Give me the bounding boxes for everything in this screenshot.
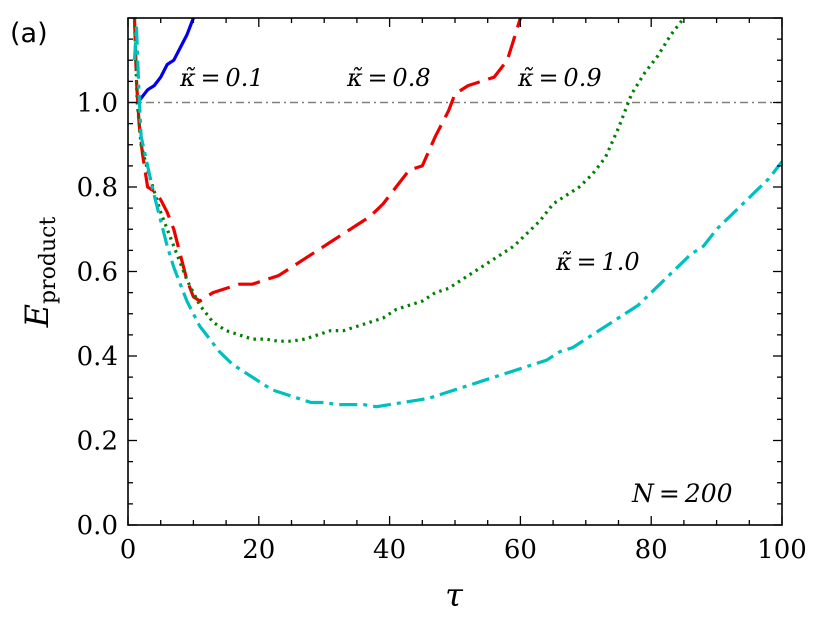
x-tick-label: 100: [757, 535, 807, 565]
svg-text:Eproduct: Eproduct: [18, 217, 61, 329]
annotation-n: N = 200: [631, 479, 733, 508]
ticks-group: [127, 17, 783, 526]
x-tick-label: 60: [504, 535, 537, 565]
y-axis-label-main: E: [18, 304, 56, 328]
series-line-3: [132, 24, 782, 409]
y-tick-label: 0.2: [77, 427, 118, 457]
label-kappa-0-9: κ̃ = 0.9: [517, 64, 602, 92]
series-line-1: [132, 18, 522, 303]
y-tick-label: 0.8: [77, 173, 118, 203]
x-tick-label: 20: [242, 535, 275, 565]
y-tick-label: 1.0: [77, 89, 118, 119]
series-line-2: [132, 18, 686, 343]
panel-label: (a): [10, 18, 48, 49]
series-line-0: [136, 18, 195, 104]
label-kappa-1-0: κ̃ = 1.0: [555, 248, 640, 276]
y-tick-label: 0.4: [77, 342, 118, 372]
x-tick-label: 0: [120, 535, 137, 565]
label-kappa-0-8: κ̃ = 0.8: [346, 64, 431, 92]
y-tick-label: 0.0: [77, 511, 118, 541]
y-axis-label: Eproduct: [18, 217, 61, 329]
label-kappa-0-1: κ̃ = 0.1: [179, 64, 264, 92]
y-tick-label: 0.6: [77, 258, 118, 288]
series-group: [132, 18, 782, 409]
tick-labels-group: 0 20 40 60 80 100 0.0 0.2 0.4 0.6 0.8 1.0: [77, 89, 807, 566]
x-axis-label: τ: [445, 576, 464, 614]
x-tick-label: 40: [373, 535, 406, 565]
plot-frame: [127, 17, 783, 526]
y-axis-label-sub: product: [36, 217, 61, 304]
x-tick-label: 80: [635, 535, 668, 565]
